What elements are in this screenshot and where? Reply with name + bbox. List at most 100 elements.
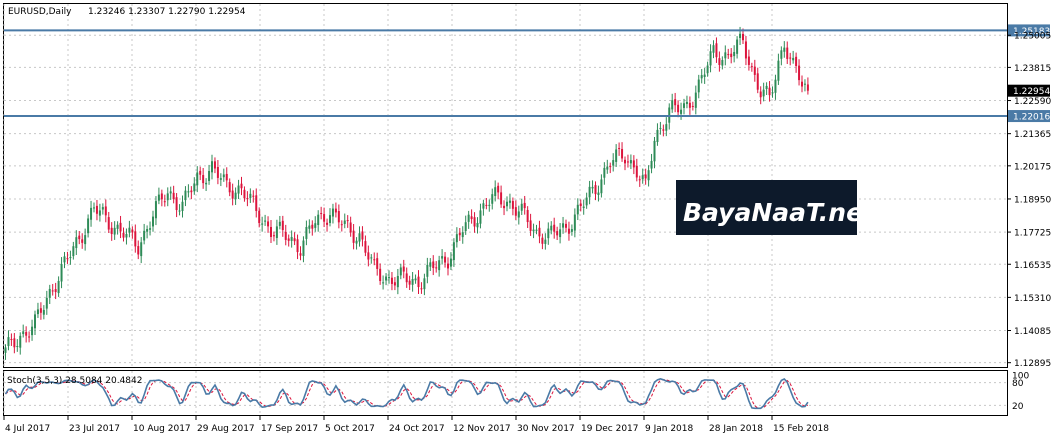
- candle: [562, 216, 565, 234]
- candle: [567, 221, 570, 241]
- price-tick-label: 1.22590: [1014, 97, 1051, 107]
- candle: [506, 196, 508, 212]
- candle: [447, 257, 449, 276]
- price-tick-label: 1.25005: [1014, 32, 1051, 42]
- date-tick-label: 5 Oct 2017: [325, 424, 375, 434]
- grid-layer: [3, 4, 1007, 415]
- candle: [444, 252, 447, 268]
- candle: [343, 213, 346, 229]
- candle: [694, 85, 697, 115]
- candle: [727, 48, 730, 59]
- level-label-bg: [1008, 110, 1050, 123]
- candle: [54, 282, 57, 300]
- candle: [128, 220, 131, 238]
- date-tick-label: 12 Nov 2017: [453, 424, 511, 434]
- candle: [579, 199, 582, 212]
- candle: [290, 230, 293, 248]
- candle: [7, 330, 10, 351]
- candle: [45, 290, 48, 315]
- candle: [615, 144, 618, 167]
- candle: [461, 226, 464, 244]
- candle: [196, 166, 199, 193]
- candle: [110, 222, 113, 241]
- candle: [382, 275, 385, 290]
- level-label-bg: [1008, 24, 1050, 37]
- candle: [585, 192, 588, 209]
- candle: [706, 61, 709, 77]
- candle: [538, 220, 541, 244]
- stoch-label: Stoch(3,5,3) 28.5084 20.4842: [7, 376, 142, 386]
- candle: [240, 176, 243, 196]
- candle: [385, 273, 388, 286]
- candle: [677, 100, 680, 118]
- candle: [517, 205, 520, 225]
- candle: [449, 252, 452, 271]
- candle: [39, 302, 42, 320]
- candle: [270, 220, 272, 243]
- candle: [488, 199, 491, 212]
- candle: [376, 252, 379, 276]
- candle: [744, 36, 747, 66]
- candle: [771, 86, 774, 98]
- candle: [683, 98, 685, 115]
- candle: [511, 197, 514, 216]
- candle: [417, 270, 420, 295]
- candle: [308, 219, 311, 234]
- candle: [750, 62, 753, 72]
- candle: [72, 241, 75, 260]
- watermark-text: BayaNaaT.net: [683, 198, 876, 227]
- candle: [624, 156, 626, 171]
- candle: [255, 188, 258, 218]
- candle: [588, 180, 591, 205]
- candle: [556, 226, 559, 241]
- date-tick-label: 23 Jul 2017: [69, 424, 120, 434]
- candle: [685, 95, 688, 109]
- candle: [284, 224, 287, 246]
- candle: [154, 196, 157, 226]
- candle: [618, 142, 621, 156]
- candle: [281, 215, 284, 237]
- candle: [671, 93, 674, 113]
- candle: [520, 198, 523, 215]
- candle: [514, 200, 517, 220]
- candle: [84, 228, 87, 251]
- candle: [455, 227, 458, 248]
- current-price-bg: [1008, 84, 1050, 97]
- candle: [95, 199, 98, 221]
- candle: [390, 271, 393, 291]
- candle: [792, 50, 795, 64]
- candle: [629, 154, 632, 170]
- candle: [597, 185, 600, 202]
- candle: [641, 168, 644, 184]
- candle: [526, 206, 529, 229]
- candle: [364, 235, 367, 257]
- candle: [213, 157, 216, 174]
- candle: [237, 179, 240, 199]
- candle: [441, 249, 444, 265]
- candle: [320, 206, 323, 220]
- candle: [768, 81, 771, 102]
- candle: [464, 215, 467, 235]
- candle: [225, 167, 228, 188]
- date-tick-label: 10 Aug 2017: [133, 424, 191, 434]
- candle: [337, 204, 340, 229]
- level-label: 1.22016: [1013, 113, 1050, 123]
- candle: [299, 246, 302, 261]
- candle: [134, 224, 137, 253]
- candle: [228, 178, 231, 197]
- candle: [565, 219, 567, 233]
- candle: [724, 45, 727, 66]
- candle: [78, 231, 81, 245]
- candle: [780, 46, 783, 66]
- candle: [208, 164, 211, 185]
- candle: [570, 224, 573, 236]
- candle: [48, 284, 51, 305]
- candle: [635, 158, 638, 182]
- candle: [243, 186, 246, 202]
- candle: [252, 190, 255, 203]
- candle: [535, 224, 538, 235]
- candle: [765, 82, 768, 96]
- candle: [219, 173, 222, 187]
- candle: [497, 182, 500, 200]
- price-tick-label: 1.20175: [1014, 162, 1051, 172]
